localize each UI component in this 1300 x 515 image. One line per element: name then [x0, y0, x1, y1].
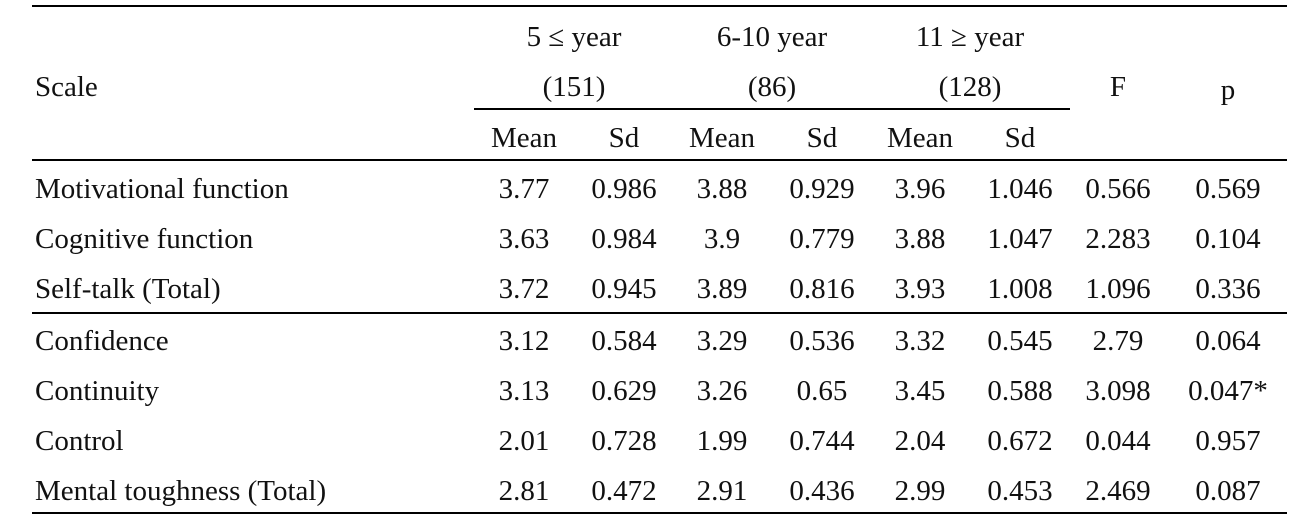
cell-mean-1: 3.72 — [498, 273, 550, 305]
cell-mean-3: 3.32 — [894, 325, 946, 357]
subheader-mean-2: Mean — [688, 122, 756, 154]
cell-f: 2.283 — [1085, 223, 1151, 255]
cell-sd-1: 0.986 — [591, 173, 657, 205]
subheader-sd-2: Sd — [806, 122, 838, 154]
cell-mean-2: 3.9 — [703, 223, 741, 255]
cell-f: 3.098 — [1085, 375, 1151, 407]
cell-f: 0.566 — [1085, 173, 1151, 205]
cell-f: 2.469 — [1085, 475, 1151, 507]
cell-sd-1: 0.728 — [591, 425, 657, 457]
header-f: F — [1109, 71, 1127, 103]
cell-mean-2: 3.89 — [696, 273, 748, 305]
subheader-mean-3: Mean — [886, 122, 954, 154]
header-group-2-n: (86) — [747, 71, 797, 103]
cell-p: 0.104 — [1195, 223, 1261, 255]
cell-mean-2: 1.99 — [696, 425, 748, 457]
cell-p: 0.957 — [1195, 425, 1261, 457]
row-scale-label: Control — [35, 425, 124, 457]
cell-sd-1: 0.584 — [591, 325, 657, 357]
top-rule — [32, 5, 1287, 7]
cell-sd-3: 1.046 — [987, 173, 1053, 205]
row-scale-label: Confidence — [35, 325, 169, 357]
cell-sd-2: 0.436 — [789, 475, 855, 507]
header-p: p — [1220, 74, 1236, 106]
cell-f: 2.79 — [1092, 325, 1144, 357]
cell-sd-2: 0.536 — [789, 325, 855, 357]
cell-sd-2: 0.816 — [789, 273, 855, 305]
cell-sd-1: 0.472 — [591, 475, 657, 507]
cell-sd-3: 1.047 — [987, 223, 1053, 255]
cell-f: 0.044 — [1085, 425, 1151, 457]
cell-mean-2: 3.26 — [696, 375, 748, 407]
cell-p: 0.336 — [1195, 273, 1261, 305]
header-group-2-label: 6-10 year — [716, 21, 828, 53]
cell-mean-2: 3.29 — [696, 325, 748, 357]
subheader-mean-1: Mean — [490, 122, 558, 154]
cell-sd-2: 0.744 — [789, 425, 855, 457]
cell-sd-1: 0.629 — [591, 375, 657, 407]
cell-sd-1: 0.984 — [591, 223, 657, 255]
header-group-1-label: 5 ≤ year — [526, 21, 622, 53]
cell-mean-3: 3.96 — [894, 173, 946, 205]
bottom-rule — [32, 512, 1287, 514]
cell-mean-1: 3.77 — [498, 173, 550, 205]
cell-sd-3: 0.453 — [987, 475, 1053, 507]
subheader-sd-3: Sd — [1004, 122, 1036, 154]
cell-p: 0.047* — [1188, 375, 1268, 407]
cell-mean-1: 2.81 — [498, 475, 550, 507]
header-group-3-n: (128) — [938, 71, 1002, 103]
cell-mean-3: 3.45 — [894, 375, 946, 407]
row-scale-label: Cognitive function — [35, 223, 254, 255]
cell-mean-3: 3.88 — [894, 223, 946, 255]
cell-mean-1: 3.63 — [498, 223, 550, 255]
cell-mean-1: 2.01 — [498, 425, 550, 457]
header-bottom-rule — [32, 159, 1287, 161]
cell-sd-2: 0.65 — [796, 375, 848, 407]
cell-sd-2: 0.929 — [789, 173, 855, 205]
row-scale-label: Mental toughness (Total) — [35, 475, 327, 507]
cell-mean-1: 3.13 — [498, 375, 550, 407]
cell-sd-3: 0.588 — [987, 375, 1053, 407]
cell-sd-1: 0.945 — [591, 273, 657, 305]
cell-sd-3: 1.008 — [987, 273, 1053, 305]
cell-mean-2: 2.91 — [696, 475, 748, 507]
header-scale: Scale — [35, 71, 98, 103]
cell-p: 0.064 — [1195, 325, 1261, 357]
row-scale-label: Motivational function — [35, 173, 289, 205]
cell-sd-3: 0.545 — [987, 325, 1053, 357]
subheader-sd-1: Sd — [608, 122, 640, 154]
cell-p: 0.087 — [1195, 475, 1261, 507]
cell-f: 1.096 — [1085, 273, 1151, 305]
cell-mean-3: 2.04 — [894, 425, 946, 457]
header-group-3-label: 11 ≥ year — [915, 21, 1025, 53]
row-scale-label: Continuity — [35, 375, 160, 407]
cell-mean-2: 3.88 — [696, 173, 748, 205]
section-divider-rule — [32, 312, 1287, 314]
cell-p: 0.569 — [1195, 173, 1261, 205]
header-group-1-n: (151) — [542, 71, 606, 103]
cell-sd-2: 0.779 — [789, 223, 855, 255]
cell-sd-3: 0.672 — [987, 425, 1053, 457]
group-underline — [474, 108, 1070, 110]
cell-mean-1: 3.12 — [498, 325, 550, 357]
cell-mean-3: 2.99 — [894, 475, 946, 507]
cell-mean-3: 3.93 — [894, 273, 946, 305]
row-scale-label: Self-talk (Total) — [35, 273, 221, 305]
